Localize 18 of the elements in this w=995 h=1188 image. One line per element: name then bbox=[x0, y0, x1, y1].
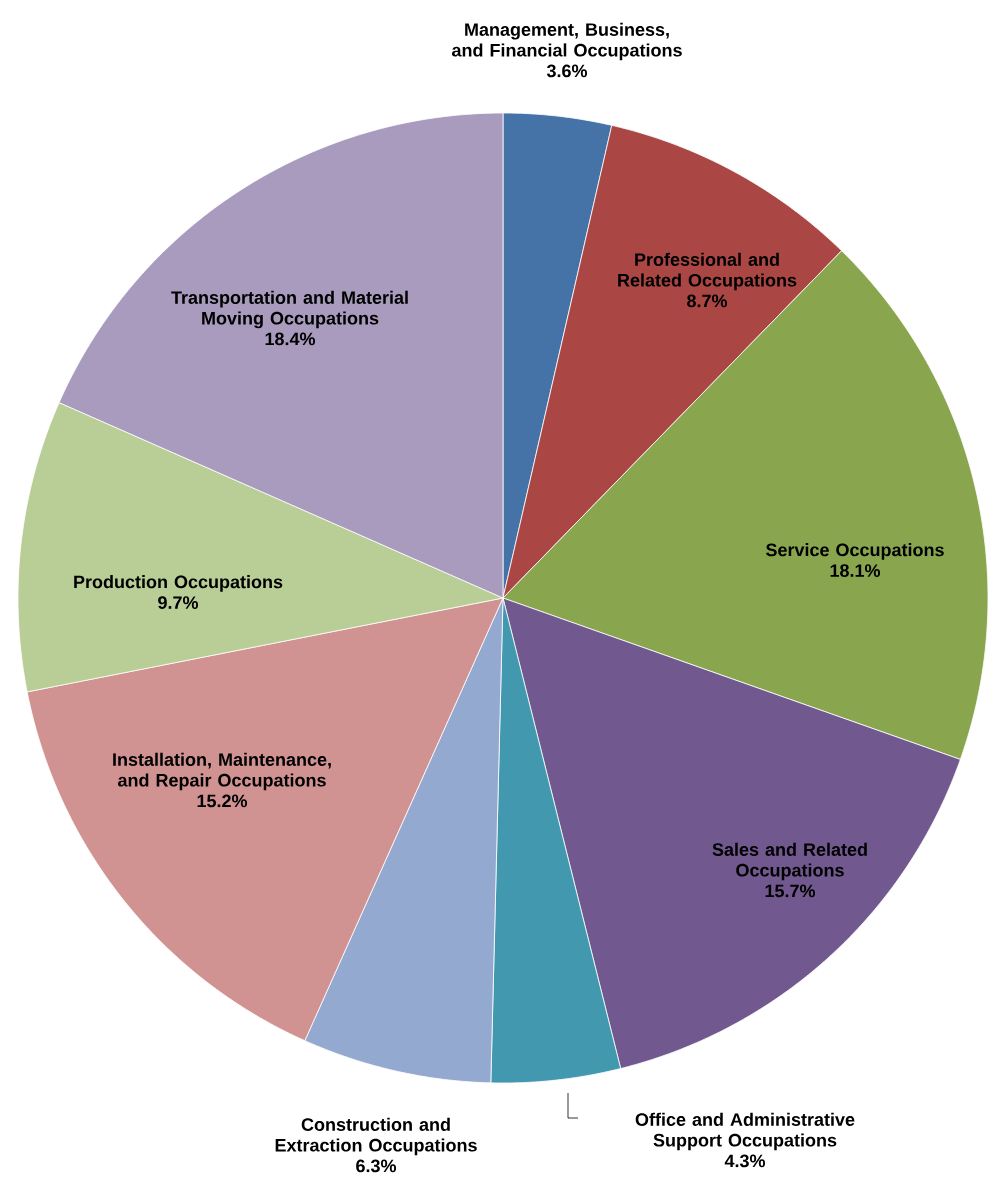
data-label: 3.6% bbox=[546, 64, 588, 78]
slice-label: Management, Business, and Financial Occupations bbox=[452, 22, 682, 61]
slice-label: Office and Administrative Support Occupations bbox=[635, 1112, 855, 1151]
slice-label: Service Occupations bbox=[765, 543, 944, 560]
data-label: 15.2% bbox=[197, 794, 248, 808]
data-label: 6.3% bbox=[356, 1159, 397, 1173]
data-label: 4.3% bbox=[724, 1154, 766, 1168]
data-label: 15.7% bbox=[765, 884, 816, 898]
slice-label: Production Occupations bbox=[74, 575, 283, 592]
slice-label: Sales and Related Occupations bbox=[712, 842, 867, 881]
data-label: 18.4% bbox=[265, 332, 316, 346]
slice-label: Installation, Maintenance, and Repair Occupations bbox=[113, 752, 331, 791]
slice-label: Construction and Extraction Occupations bbox=[275, 1117, 477, 1156]
slice-label: Transportation and Material Moving Occupations bbox=[171, 290, 408, 329]
data-label: 8.7% bbox=[687, 294, 728, 308]
slice-label: Professional and Related Occupations bbox=[618, 252, 797, 291]
data-label: 9.7% bbox=[158, 596, 199, 609]
data-label: 18.1% bbox=[830, 564, 881, 577]
